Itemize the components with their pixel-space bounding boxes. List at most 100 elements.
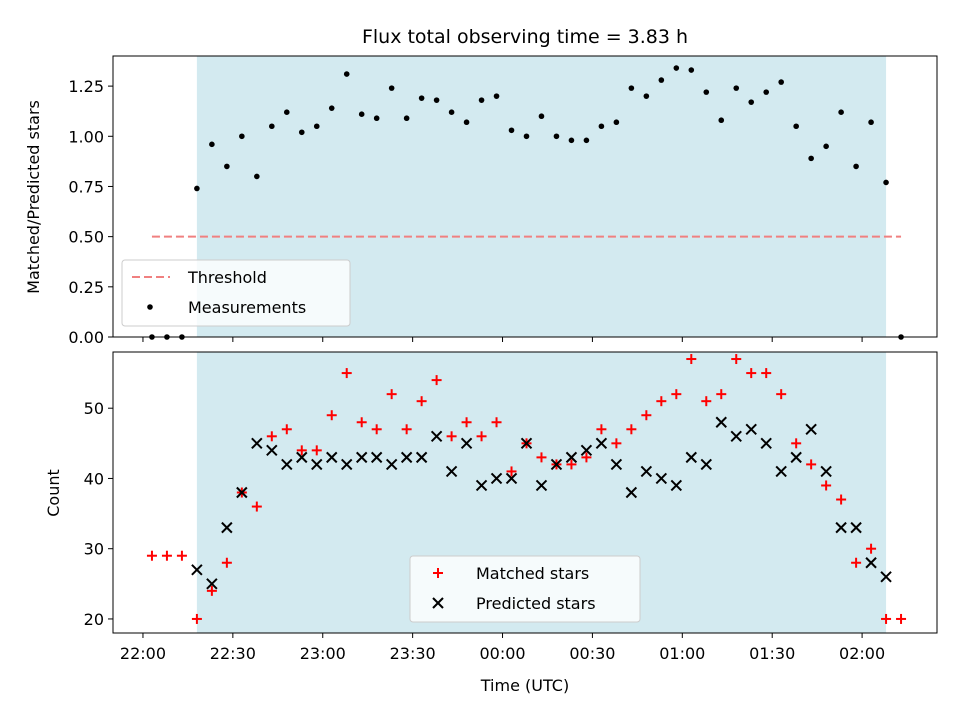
bottom-y-tick-label: 40 — [84, 469, 104, 488]
data-point — [296, 445, 307, 456]
data-point — [610, 458, 623, 471]
bottom-series-predicted-stars — [191, 416, 892, 590]
data-point — [880, 571, 892, 583]
data-point-b — [850, 521, 862, 534]
data-point-b — [430, 430, 443, 443]
data-point — [493, 93, 500, 99]
data-point — [626, 424, 637, 435]
data-point — [236, 486, 248, 499]
legend-swatch — [432, 597, 444, 609]
data-point — [568, 137, 575, 144]
data-point — [355, 451, 368, 464]
data-point — [566, 459, 577, 470]
data-point-b — [715, 416, 727, 428]
data-point-b — [341, 458, 353, 471]
data-point — [881, 613, 892, 624]
data-point — [385, 458, 398, 471]
data-point — [776, 389, 787, 400]
data-point — [718, 117, 725, 124]
data-point-b — [236, 486, 248, 499]
data-point — [194, 185, 200, 192]
top-series-measurements — [149, 65, 904, 340]
top-legend-box — [121, 259, 351, 327]
data-point-b — [505, 472, 518, 485]
legend-swatch — [147, 304, 153, 310]
data-point — [416, 396, 427, 407]
data-point — [476, 431, 487, 442]
data-point — [686, 354, 697, 365]
data-point — [266, 431, 277, 442]
x-tick-label: 01:00 — [659, 644, 705, 663]
data-point — [448, 109, 455, 115]
data-point — [371, 424, 382, 435]
data-point — [613, 119, 620, 126]
top-y-tick-label: 1.00 — [68, 127, 104, 146]
data-point — [206, 585, 217, 596]
data-point — [883, 179, 889, 186]
x-tick-label: 00:30 — [569, 644, 615, 663]
data-point — [655, 472, 668, 485]
data-point-b — [835, 521, 847, 534]
data-point — [580, 444, 593, 457]
top-y-tick-label: 0.75 — [68, 177, 104, 196]
data-point — [866, 543, 877, 554]
x-tick-label: 23:30 — [390, 644, 436, 663]
data-point — [778, 79, 784, 85]
data-point — [793, 123, 799, 130]
data-point — [445, 465, 458, 478]
data-point — [206, 578, 218, 590]
data-point — [415, 451, 428, 464]
data-point — [430, 430, 443, 443]
data-point — [478, 97, 485, 103]
data-point — [266, 444, 278, 457]
data-point — [491, 417, 502, 428]
data-point — [523, 133, 530, 140]
data-point — [688, 67, 695, 73]
data-point — [328, 105, 335, 111]
data-point — [239, 133, 245, 140]
data-point — [583, 137, 590, 144]
legend-label: Matched stars — [476, 564, 589, 583]
bottom-legend: Matched stars Predicted stars — [409, 555, 641, 623]
data-point — [356, 417, 367, 428]
data-point-b — [415, 451, 428, 464]
data-point — [358, 111, 365, 118]
data-point — [640, 465, 653, 478]
data-point — [868, 119, 874, 126]
data-point — [835, 521, 847, 534]
data-point — [313, 123, 320, 130]
data-point-b — [625, 486, 638, 499]
data-point — [763, 89, 770, 95]
data-point — [865, 557, 877, 569]
data-point — [341, 458, 353, 471]
data-point — [281, 424, 292, 435]
data-point — [191, 564, 203, 576]
data-point — [146, 550, 157, 561]
data-point-b — [655, 472, 668, 485]
data-point — [611, 438, 622, 449]
data-point-b — [370, 451, 383, 464]
data-point — [806, 459, 817, 470]
data-point — [538, 113, 545, 120]
top-y-tick-label: 0.25 — [68, 278, 104, 297]
data-point — [715, 416, 727, 428]
data-point — [596, 424, 607, 435]
data-point — [748, 99, 755, 105]
data-point — [836, 494, 847, 505]
top-y-tick-label: 1.25 — [68, 77, 104, 96]
data-point — [760, 437, 772, 450]
data-point — [808, 155, 814, 162]
data-point — [403, 115, 410, 122]
data-point — [283, 109, 290, 115]
data-point — [506, 466, 517, 477]
data-point — [746, 368, 757, 379]
data-point-b — [565, 451, 578, 464]
bottom-panel: 22:00 22:30 23:00 23:30 00:00 00:30 01:00 01:30… — [84, 351, 938, 663]
data-point-b — [535, 479, 548, 492]
data-point — [775, 465, 787, 478]
legend-swatch — [433, 568, 443, 578]
legend-swatch-b — [432, 597, 444, 609]
bottom-y-tick-label: 30 — [84, 540, 104, 559]
data-point — [343, 71, 350, 77]
